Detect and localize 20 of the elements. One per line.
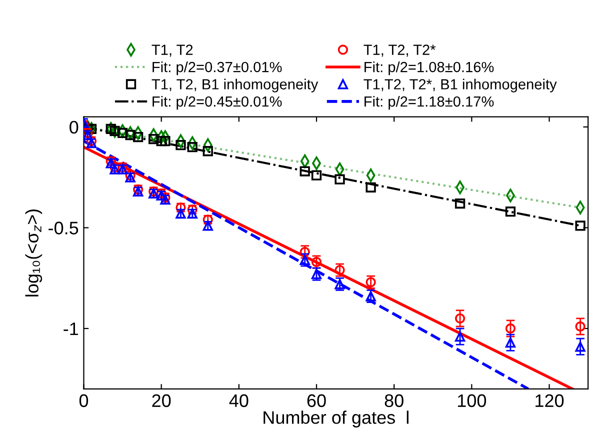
legend-label: Fit: p/2=1.18±0.17% (364, 96, 494, 110)
legend-label: T1, T2 (152, 44, 193, 57)
legend-label: T1, T2, T2* (364, 44, 436, 57)
legend-label: Fit: p/2=1.08±0.16% (364, 62, 494, 76)
x-tick-label: 20 (152, 394, 171, 408)
legend-label: Fit: p/2=0.45±0.01% (152, 96, 282, 110)
x-tick-label: 100 (458, 394, 486, 408)
x-tick-label: 40 (229, 394, 248, 408)
y-axis-title: log₁₀(<σ$_{z}$>) (25, 209, 42, 296)
y-tick-label: 0 (70, 120, 78, 134)
x-tick-label: 120 (536, 394, 564, 408)
legend-label: T1,T2, T2*, B1 inhomogeneity (364, 78, 557, 92)
x-tick-label: 80 (384, 394, 404, 408)
x-axis-title: Number of gates l (264, 410, 408, 428)
x-tick-label: 60 (307, 394, 326, 408)
y-tick-label: -0.5 (48, 222, 78, 234)
y-tick-label: -1 (64, 322, 78, 336)
x-tick-label: 0 (79, 394, 88, 408)
legend-label: T1, T2, B1 inhomogeneity (152, 78, 318, 92)
legend-label: Fit: p/2=0.37±0.01% (152, 62, 282, 76)
